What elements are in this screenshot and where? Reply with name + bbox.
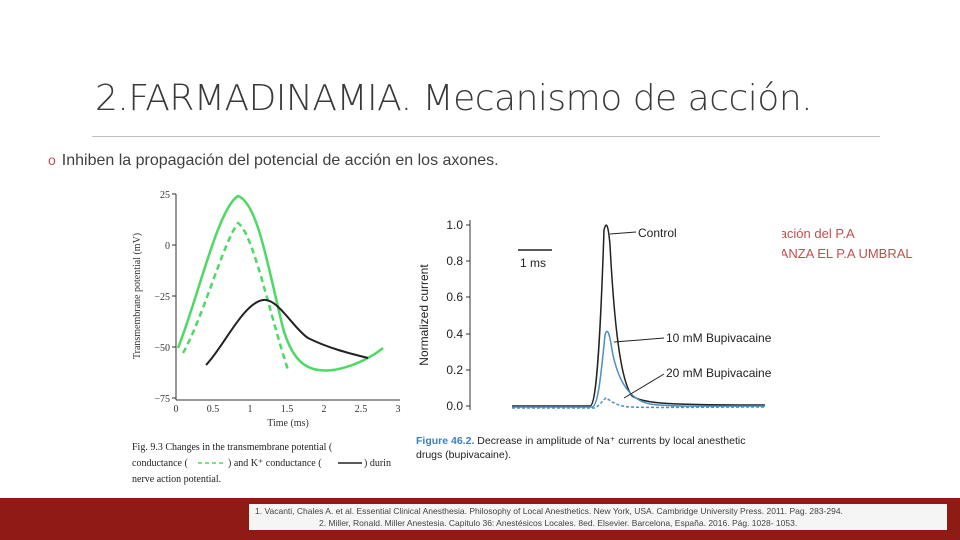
- y-tick-label: 0.0: [446, 399, 463, 413]
- figure1-caption-line1: Fig. 9.3 Changes in the transmembrane po…: [132, 442, 333, 453]
- y-tick-label: 0.8: [446, 254, 463, 268]
- figure1-caption-line2: conductance (: [132, 458, 188, 469]
- figure2-caption-line2: drugs (bupivacaine).: [416, 449, 511, 461]
- figure-action-potential: 25 0 −25 −50 −75 0 0.5 1 1.5 2 2.5 3 Tim…: [128, 188, 410, 498]
- title-divider: [92, 136, 880, 137]
- bupivacaine-10mm-label: 10 mM Bupivacaine: [666, 331, 772, 345]
- y-tick-label: 0.2: [446, 363, 463, 377]
- x-axis-label: Time (ms): [267, 418, 309, 429]
- bupivacaine-20mm-trace: [512, 397, 766, 409]
- figure2-caption-prefix: Figure 46.2.: [416, 435, 474, 447]
- y-tick-label: 1.0: [446, 218, 463, 232]
- control-label: Control: [638, 226, 677, 240]
- figure2-caption-line1: Decrease in amplitude of Na⁺ currents by…: [474, 435, 745, 447]
- y-tick-label: 0.6: [446, 290, 463, 304]
- y-tick-label: −75: [154, 394, 170, 405]
- y-tick-label: −25: [154, 292, 170, 303]
- figure1-caption-line2b: ) and K⁺ conductance (: [228, 458, 322, 469]
- reference-2: 2. Miller, Ronald. Miller Anestesia. Cap…: [319, 518, 798, 528]
- figure-sodium-currents: 1.0 0.8 0.6 0.4 0.2 0.0 Normalized curre…: [410, 200, 782, 468]
- bullet-marker: o: [48, 152, 56, 168]
- svg-text:conductance (: conductance (: [132, 458, 188, 469]
- reference-1: 1. Vacanti, Chales A. et al. Essential C…: [255, 506, 843, 516]
- svg-text:Figure 46.2. Decrease in ampli: Figure 46.2. Decrease in amplitude of Na…: [416, 435, 745, 447]
- x-tick-label: 1: [248, 404, 253, 415]
- references-box: 1. Vacanti, Chales A. et al. Essential C…: [249, 504, 947, 530]
- x-tick-label: 0: [174, 404, 179, 415]
- figure1-caption-line3: nerve action potential.: [132, 474, 221, 485]
- x-tick-label: 2: [322, 404, 327, 415]
- scale-bar-label: 1 ms: [520, 256, 546, 270]
- slide-title: 2.FARMADINAMIA. Mecanismo de acción.: [95, 78, 813, 119]
- bullet-text: Inhiben la propagación del potencial de …: [61, 152, 499, 169]
- figure1-caption-line2c: ) durin: [364, 458, 391, 469]
- y-tick-label: 0.4: [446, 327, 463, 341]
- x-tick-label: 0.5: [207, 404, 220, 415]
- k-conductance-curve: [181, 221, 290, 371]
- y-axis-label: Transmembrane potential (mV): [132, 233, 143, 359]
- bupivacaine-20mm-label: 20 mM Bupivacaine: [666, 366, 772, 380]
- y-axis-label: Normalized current: [417, 264, 431, 366]
- x-tick-label: 3: [396, 404, 401, 415]
- x-tick-label: 1.5: [281, 404, 294, 415]
- membrane-potential-curve: [205, 298, 369, 366]
- y-tick-label: 0: [165, 241, 170, 252]
- control-trace: [512, 224, 766, 407]
- na-conductance-curve: [176, 194, 384, 372]
- x-tick-label: 2.5: [355, 404, 368, 415]
- bupivacaine-10mm-trace: [512, 330, 766, 408]
- y-tick-label: −50: [154, 343, 170, 354]
- bullet-item: o Inhiben la propagación del potencial de…: [48, 152, 499, 170]
- y-tick-label: 25: [160, 190, 170, 201]
